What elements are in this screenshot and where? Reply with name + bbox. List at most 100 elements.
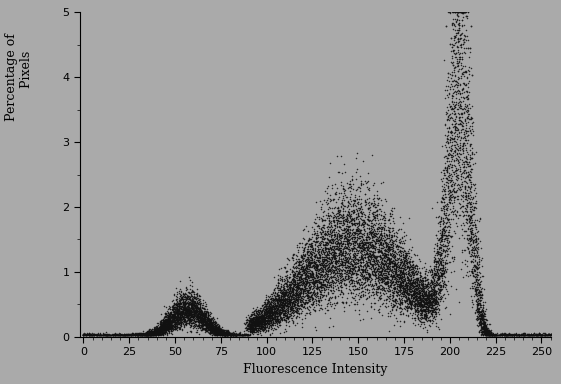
Point	[318, 284, 327, 290]
Point	[205, 327, 214, 333]
Point	[404, 298, 413, 305]
Point	[328, 290, 337, 296]
Point	[205, 318, 214, 324]
Point	[280, 273, 289, 279]
Point	[203, 314, 211, 321]
Point	[377, 266, 386, 273]
Point	[227, 331, 236, 337]
Point	[477, 311, 486, 317]
Point	[403, 285, 412, 291]
Point	[337, 263, 346, 270]
Point	[480, 326, 489, 332]
Point	[100, 331, 109, 337]
Point	[176, 325, 185, 331]
Point	[142, 331, 151, 338]
Point	[329, 264, 338, 270]
Point	[360, 253, 369, 260]
Point	[307, 234, 316, 240]
Point	[369, 283, 378, 290]
Point	[241, 320, 250, 326]
Point	[429, 291, 438, 297]
Point	[291, 260, 300, 266]
Point	[367, 262, 376, 268]
Point	[234, 330, 243, 336]
Point	[443, 104, 452, 110]
Point	[396, 301, 405, 307]
Point	[384, 260, 393, 266]
Point	[341, 282, 350, 288]
Point	[286, 296, 295, 303]
Point	[315, 246, 324, 252]
Point	[180, 313, 188, 319]
Point	[159, 318, 168, 324]
Point	[168, 297, 177, 303]
Point	[182, 310, 191, 316]
Point	[465, 240, 473, 246]
Point	[190, 311, 199, 318]
Point	[481, 331, 490, 337]
Point	[347, 183, 356, 189]
Point	[519, 331, 528, 338]
Point	[445, 177, 454, 184]
Point	[531, 331, 540, 338]
Point	[288, 267, 297, 273]
Point	[431, 303, 440, 310]
Point	[212, 328, 221, 334]
Point	[200, 316, 209, 322]
Point	[184, 290, 193, 296]
Point	[109, 331, 118, 337]
Point	[286, 284, 295, 290]
Point	[346, 256, 355, 262]
Point	[146, 331, 155, 337]
Point	[397, 279, 406, 285]
Point	[431, 289, 440, 295]
Point	[516, 332, 525, 338]
Point	[375, 282, 384, 288]
Point	[482, 331, 491, 337]
Point	[269, 292, 278, 298]
Point	[476, 316, 485, 322]
Point	[457, 118, 466, 124]
Point	[316, 271, 325, 277]
Point	[473, 302, 482, 308]
Point	[337, 245, 346, 251]
Point	[366, 254, 375, 260]
Point	[290, 281, 299, 287]
Point	[384, 268, 393, 275]
Point	[329, 280, 338, 286]
Point	[431, 305, 440, 311]
Point	[456, 36, 465, 42]
Point	[221, 332, 230, 338]
Point	[173, 305, 182, 311]
Point	[294, 281, 303, 288]
Point	[251, 315, 260, 321]
Point	[305, 262, 314, 268]
Point	[353, 227, 362, 233]
Point	[448, 188, 457, 194]
Point	[360, 212, 369, 218]
Point	[203, 320, 212, 326]
Point	[370, 257, 379, 263]
Point	[352, 169, 361, 175]
Point	[268, 306, 277, 312]
Point	[256, 321, 265, 327]
Point	[328, 277, 337, 283]
Point	[183, 293, 192, 299]
Point	[154, 325, 163, 331]
Point	[243, 332, 252, 338]
Point	[183, 319, 192, 326]
Point	[433, 268, 442, 275]
Point	[396, 274, 404, 280]
Point	[381, 244, 390, 250]
Point	[286, 300, 295, 306]
Point	[463, 225, 472, 232]
Point	[353, 200, 362, 206]
Point	[334, 169, 343, 175]
Point	[353, 211, 362, 217]
Point	[465, 249, 474, 255]
Point	[190, 310, 199, 316]
Point	[444, 74, 453, 80]
Point	[478, 325, 487, 331]
Point	[200, 317, 209, 323]
Point	[338, 284, 347, 290]
